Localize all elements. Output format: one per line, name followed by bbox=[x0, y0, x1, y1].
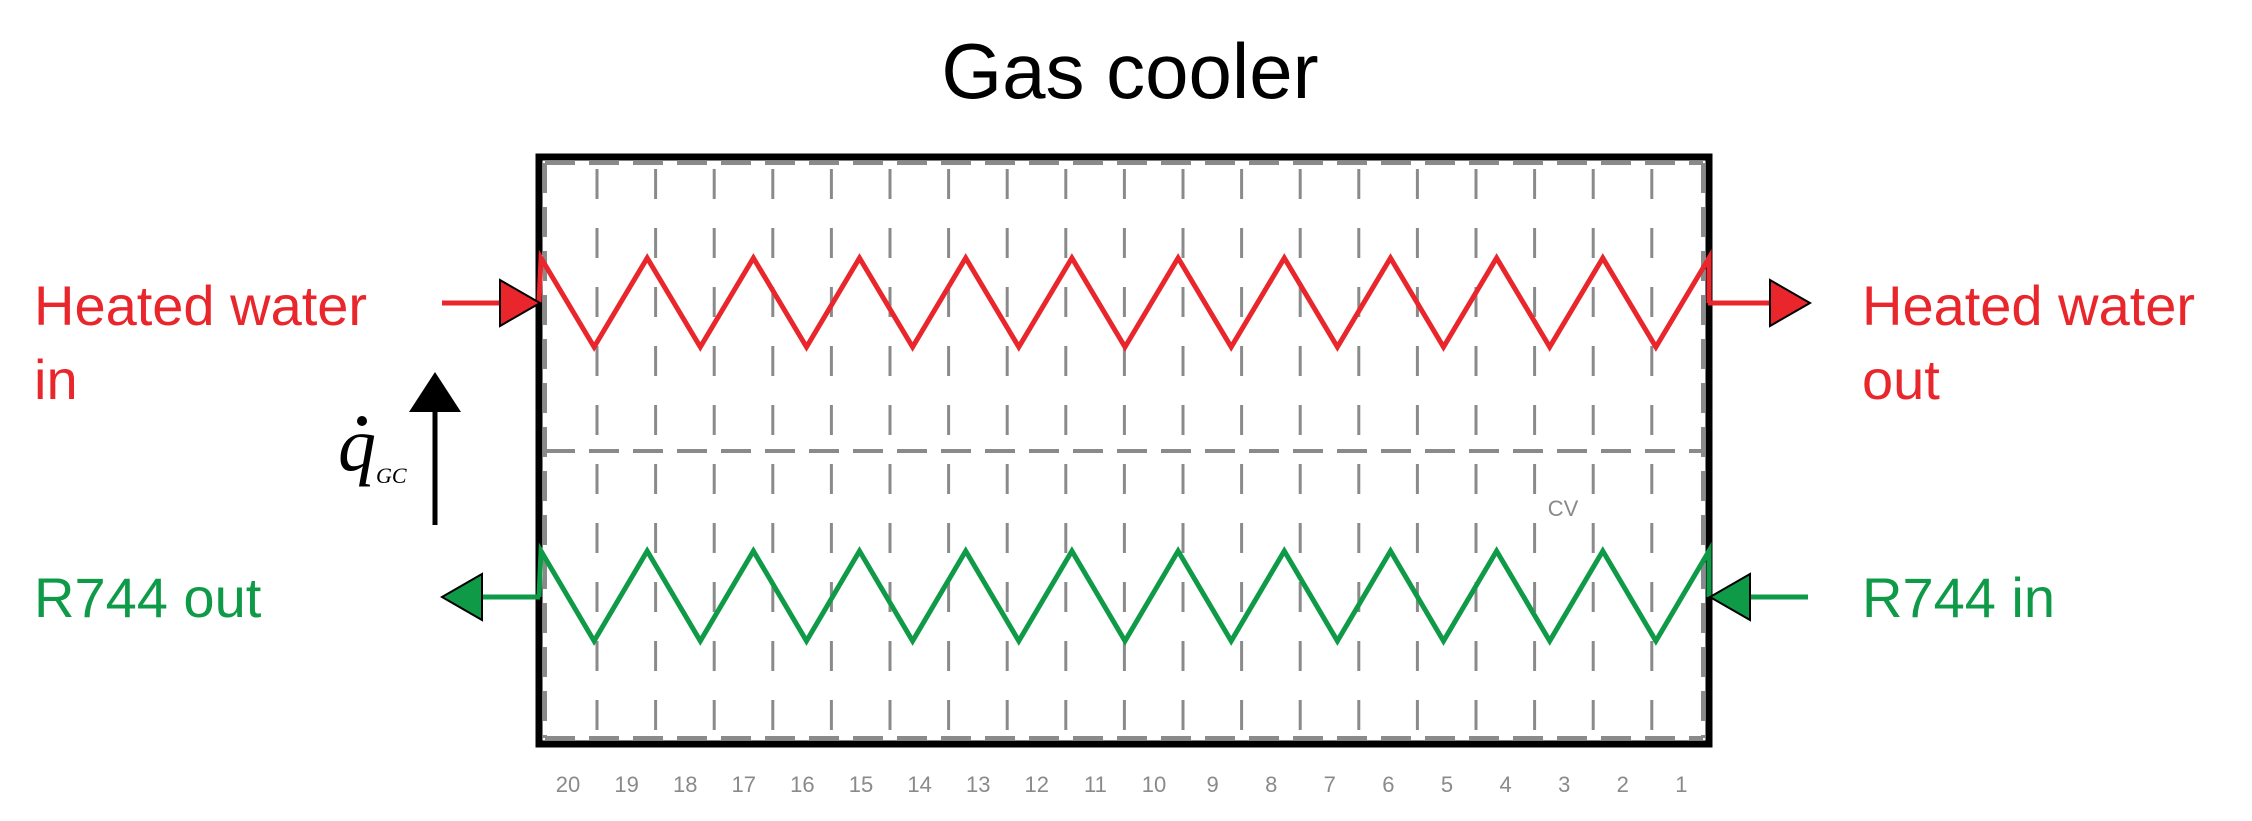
water-outlet-label-line2: out bbox=[1862, 348, 1940, 411]
cell-number-label: 12 bbox=[1025, 772, 1049, 797]
cell-numbers: 20 19 18 17 16 15 14 13 12 11 10 9 8 7 6 5 4 3 2 1 bbox=[556, 772, 1688, 797]
heat-flow-dot bbox=[357, 416, 367, 426]
cell-number-label: 15 bbox=[849, 772, 873, 797]
cell-number-label: 5 bbox=[1441, 772, 1453, 797]
heat-flow-q: q bbox=[338, 403, 376, 487]
cell-number-label: 10 bbox=[1142, 772, 1166, 797]
diagram-title: Gas cooler bbox=[941, 27, 1318, 115]
cell-number-label: 6 bbox=[1382, 772, 1394, 797]
cell-number-label: 7 bbox=[1324, 772, 1336, 797]
refrigerant-outlet-label: R744 out bbox=[34, 566, 262, 629]
cell-number-label: 9 bbox=[1206, 772, 1218, 797]
cell-number-label: 13 bbox=[966, 772, 990, 797]
heat-flow-arrow bbox=[409, 372, 461, 525]
cell-number-label: 19 bbox=[614, 772, 638, 797]
water-outlet-arrow bbox=[1708, 278, 1813, 328]
cell-number-label: 8 bbox=[1265, 772, 1277, 797]
refrigerant-flow-path bbox=[536, 541, 1712, 646]
water-flow-path bbox=[536, 248, 1712, 352]
heat-flow-symbol: q GC bbox=[338, 403, 407, 488]
cell-number-label: 16 bbox=[790, 772, 814, 797]
water-inlet-arrow bbox=[442, 278, 543, 328]
cell-number-label: 1 bbox=[1675, 772, 1687, 797]
cell-number-label: 18 bbox=[673, 772, 697, 797]
heat-exchanger-frame bbox=[535, 153, 1713, 748]
refrigerant-outlet-arrow bbox=[439, 572, 540, 622]
cell-number-label: 17 bbox=[732, 772, 756, 797]
control-volume-grid bbox=[543, 161, 1712, 740]
water-outlet-label: Heated water bbox=[1862, 274, 2195, 337]
cell-number-label: 2 bbox=[1617, 772, 1629, 797]
refrigerant-inlet-label: R744 in bbox=[1862, 566, 2055, 629]
refrigerant-inlet-arrow bbox=[1707, 572, 1808, 622]
control-volume-label: CV bbox=[1548, 496, 1579, 521]
cell-number-label: 11 bbox=[1084, 772, 1107, 797]
water-inlet-label: Heated water bbox=[34, 274, 367, 337]
cell-number-label: 20 bbox=[556, 772, 580, 797]
heat-flow-subscript: GC bbox=[376, 463, 407, 488]
cell-number-label: 4 bbox=[1499, 772, 1511, 797]
cell-number-label: 3 bbox=[1558, 772, 1570, 797]
cell-number-label: 14 bbox=[907, 772, 931, 797]
water-inlet-label-line2: in bbox=[34, 348, 78, 411]
